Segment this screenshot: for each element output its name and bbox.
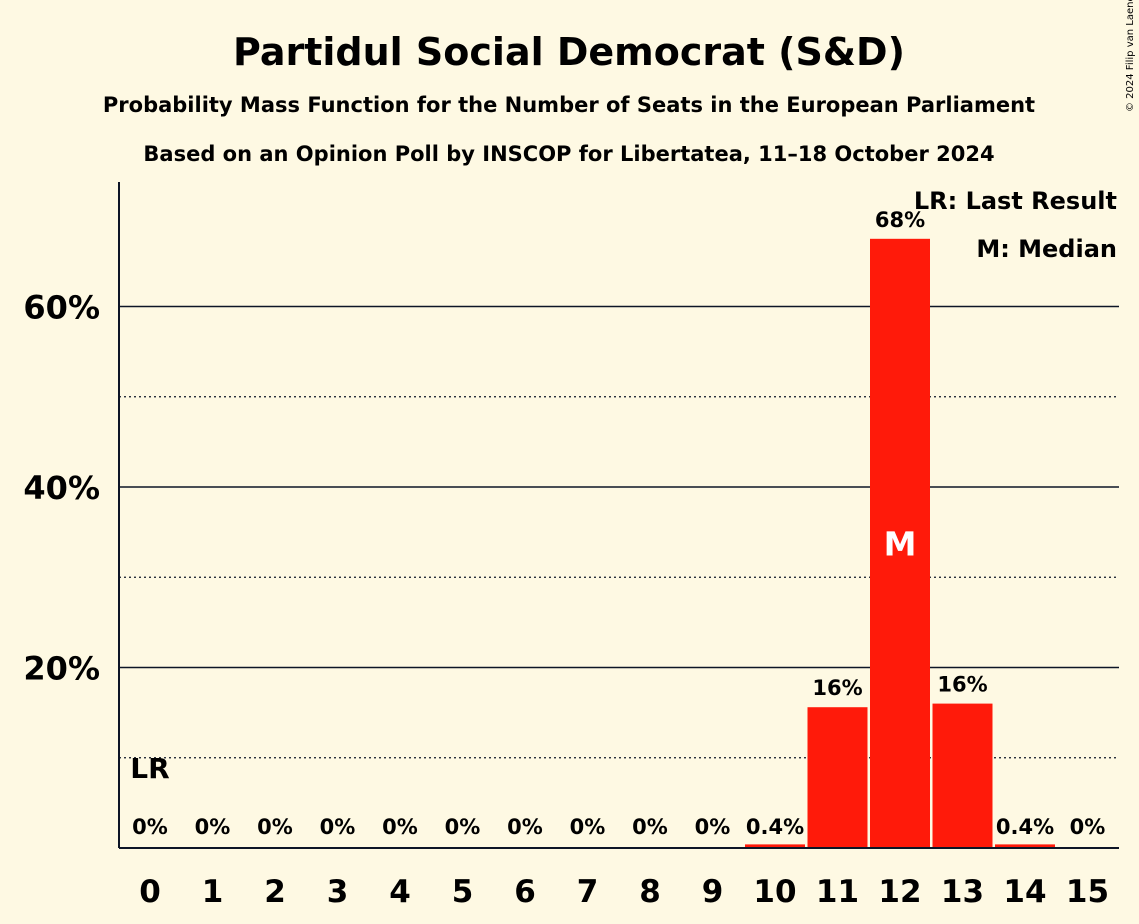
x-tick-9: 9	[702, 874, 724, 910]
y-tick-label: 60%	[23, 289, 100, 327]
x-tick-5: 5	[452, 874, 474, 910]
copyright-text: © 2024 Filip van Laenen	[1125, 0, 1136, 112]
chart-subtitle-poll: Based on an Opinion Poll by INSCOP for L…	[143, 142, 994, 166]
data-label-1: 0%	[195, 815, 231, 839]
data-label-8: 0%	[632, 815, 668, 839]
data-label-15: 0%	[1070, 815, 1106, 839]
x-tick-4: 4	[389, 874, 411, 910]
data-label-4: 0%	[382, 815, 418, 839]
x-tick-2: 2	[264, 874, 286, 910]
data-label-9: 0%	[695, 815, 731, 839]
data-labels: 0% 0% 0% 0% 0% 0% 0% 0% 0% 0% 0.4% 16% 68% 16% 0.4% 0% M…	[130, 208, 1105, 839]
x-tick-7: 7	[577, 874, 599, 910]
bar-13	[932, 703, 993, 848]
data-label-5: 0%	[445, 815, 481, 839]
data-label-11: 16%	[812, 676, 862, 700]
bar-14	[995, 844, 1055, 848]
x-tick-0: 0	[139, 874, 161, 910]
gridlines	[119, 305, 1119, 759]
data-label-13: 16%	[937, 673, 987, 697]
x-tick-6: 6	[514, 874, 536, 910]
legend-last-result: LR: Last Result	[914, 187, 1117, 215]
x-tick-14: 14	[1003, 874, 1046, 910]
chart-title: Partidul Social Democrat (S&D)	[233, 30, 905, 74]
data-label-10: 0.4%	[746, 815, 804, 839]
bar-12	[870, 238, 930, 848]
bars	[745, 238, 1055, 848]
data-label-12: 68%	[875, 208, 925, 232]
data-label-6: 0%	[507, 815, 543, 839]
x-tick-labels: 0 1 2 3 4 5 6 7 8 9 10 11 12 13 14 15	[139, 874, 1109, 910]
y-tick-label: 40%	[23, 469, 100, 507]
y-tick-labels: 20% 40% 60%	[23, 289, 100, 688]
bar-10	[745, 844, 805, 848]
data-label-2: 0%	[257, 815, 293, 839]
bar-11	[807, 707, 868, 848]
y-tick-label: 20%	[23, 650, 100, 688]
data-label-0: 0%	[132, 815, 168, 839]
x-tick-11: 11	[816, 874, 859, 910]
median-marker: M	[884, 524, 917, 563]
x-tick-8: 8	[639, 874, 661, 910]
x-tick-15: 15	[1066, 874, 1109, 910]
last-result-marker: LR	[130, 752, 169, 785]
data-label-14: 0.4%	[996, 815, 1054, 839]
x-tick-13: 13	[941, 874, 984, 910]
x-tick-1: 1	[202, 874, 224, 910]
x-tick-10: 10	[753, 874, 796, 910]
legend-median: M: Median	[976, 235, 1117, 263]
x-tick-12: 12	[878, 874, 921, 910]
x-tick-3: 3	[327, 874, 349, 910]
data-label-7: 0%	[570, 815, 606, 839]
chart-subtitle: Probability Mass Function for the Number…	[103, 93, 1035, 117]
data-label-3: 0%	[320, 815, 356, 839]
